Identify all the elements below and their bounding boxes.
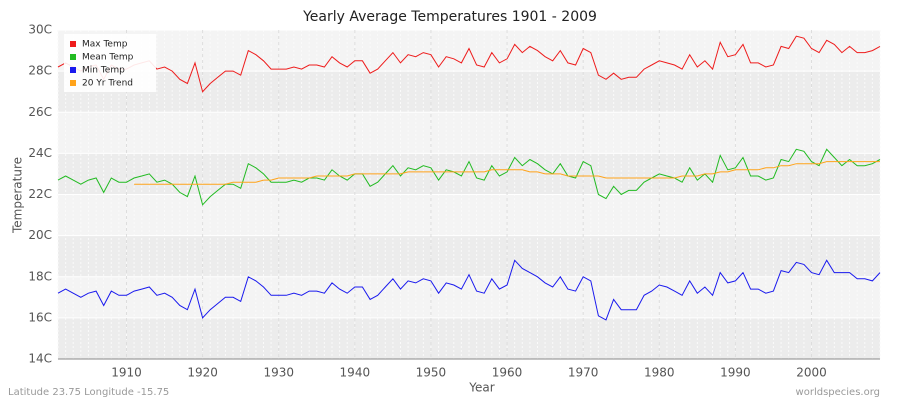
x-axis-label: Year	[468, 381, 494, 395]
y-tick-label: 30C	[28, 23, 52, 37]
x-tick-label: 1950	[416, 366, 447, 380]
y-tick-label: 22C	[28, 187, 52, 201]
y-tick-label: 14C	[28, 352, 52, 366]
chart-title: Yearly Average Temperatures 1901 - 2009	[302, 9, 597, 25]
legend-label: Mean Temp	[82, 53, 134, 63]
footer-left: Latitude 23.75 Longitude -15.75	[8, 387, 169, 398]
series-line	[134, 161, 880, 185]
legend-box	[64, 34, 156, 92]
y-tick-label: 16C	[28, 310, 52, 324]
x-tick-label: 1990	[720, 366, 751, 380]
x-tick-label: 2000	[796, 366, 827, 380]
y-tick-label: 28C	[28, 64, 52, 78]
y-tick-label: 18C	[28, 269, 52, 283]
y-tick-label: 26C	[28, 105, 52, 119]
y-tick-label: 20C	[28, 228, 52, 242]
series-line	[57, 148, 881, 206]
x-tick-label: 1910	[111, 366, 142, 380]
legend-label: 20 Yr Trend	[82, 79, 133, 89]
legend-label: Min Temp	[82, 66, 125, 76]
legend-swatch	[70, 54, 76, 60]
x-tick-label: 1930	[263, 366, 294, 380]
x-tick-label: 1970	[568, 366, 599, 380]
y-axis-label: Temperature	[11, 157, 25, 234]
x-tick-label: 1960	[492, 366, 523, 380]
series-line	[57, 259, 881, 321]
legend-swatch	[70, 80, 76, 86]
x-tick-label: 1980	[644, 366, 675, 380]
legend-swatch	[70, 41, 76, 47]
footer-right: worldspecies.org	[796, 387, 880, 398]
x-tick-label: 1920	[187, 366, 218, 380]
x-tick-label: 1940	[340, 366, 371, 380]
legend-label: Max Temp	[82, 40, 128, 50]
series-line	[57, 35, 881, 93]
legend-swatch	[70, 67, 76, 73]
y-tick-label: 24C	[28, 146, 52, 160]
